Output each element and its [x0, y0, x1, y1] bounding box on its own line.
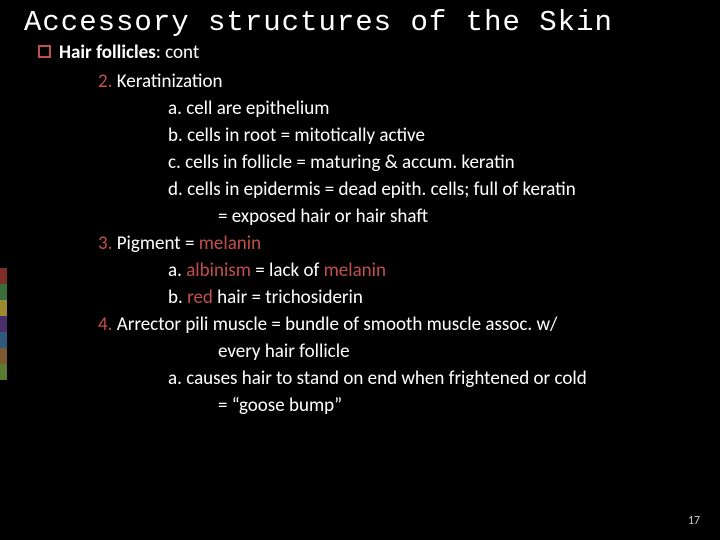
- item-3-kw: melanin: [199, 232, 261, 255]
- item-3: 3. Pigment = melanin: [0, 230, 720, 257]
- item-2-num: 2.: [98, 70, 112, 93]
- item-3a-kw2: melanin: [324, 259, 386, 282]
- side-stripe-decoration: [0, 268, 7, 388]
- item-3-pre: Pigment =: [112, 232, 198, 255]
- item-4a-cont: = “goose bump”: [0, 392, 720, 419]
- bullet-label: Hair follicles: cont: [59, 41, 199, 64]
- item-2d: d. cells in epidermis = dead epith. cell…: [0, 176, 720, 203]
- stripe-seg: [0, 268, 7, 284]
- item-4-text: Arrector pili muscle = bundle of smooth …: [112, 313, 557, 336]
- item-3a-pre: a.: [168, 259, 186, 282]
- stripe-seg: [0, 300, 7, 316]
- item-4a: a. causes hair to stand on end when frig…: [0, 365, 720, 392]
- bullet-rest: : cont: [156, 41, 199, 64]
- bullet-bold: Hair follicles: [59, 41, 156, 64]
- stripe-seg: [0, 364, 7, 380]
- item-4-num: 4.: [98, 313, 112, 336]
- item-2b: b. cells in root = mitotically active: [0, 122, 720, 149]
- square-bullet-icon: [38, 45, 51, 58]
- item-3a-kw1: albinism: [186, 259, 251, 282]
- item-4-cont: every hair follicle: [0, 338, 720, 365]
- item-4: 4. Arrector pili muscle = bundle of smoo…: [0, 311, 720, 338]
- item-2c: c. cells in follicle = maturing & accum.…: [0, 149, 720, 176]
- page-number: 17: [688, 514, 700, 528]
- stripe-seg: [0, 316, 7, 332]
- bullet-hair-follicles: Hair follicles: cont: [0, 39, 720, 68]
- item-3b-pre: b.: [168, 286, 187, 309]
- item-3b: b. red hair = trichosiderin: [0, 284, 720, 311]
- item-2-text: Keratinization: [112, 70, 222, 93]
- stripe-seg: [0, 332, 7, 348]
- item-3a-mid: = lack of: [251, 259, 324, 282]
- item-2a: a. cell are epithelium: [0, 95, 720, 122]
- slide-title: Accessory structures of the Skin: [0, 0, 720, 39]
- item-3a: a. albinism = lack of melanin: [0, 257, 720, 284]
- item-3b-rest: hair = trichosiderin: [213, 286, 363, 309]
- item-2: 2. Keratinization: [0, 68, 720, 95]
- stripe-seg: [0, 348, 7, 364]
- stripe-seg: [0, 284, 7, 300]
- item-3-num: 3.: [98, 232, 112, 255]
- item-2d-cont: = exposed hair or hair shaft: [0, 203, 720, 230]
- item-3b-kw: red: [187, 286, 213, 309]
